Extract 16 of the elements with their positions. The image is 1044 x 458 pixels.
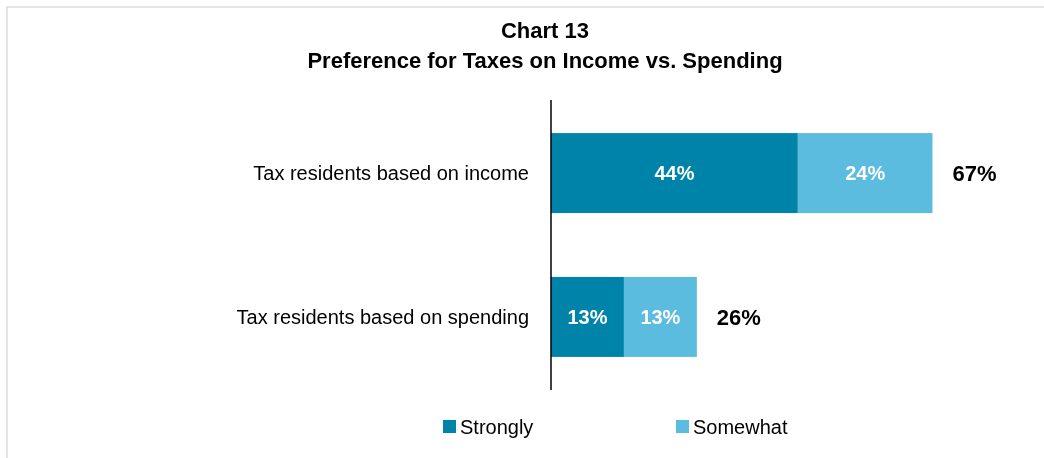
legend-label: Strongly [460,416,534,438]
bar [551,276,624,357]
bar [797,133,933,214]
chart-subtitle: Preference for Taxes on Income vs. Spending [307,48,783,73]
total-label: 67% [952,161,997,187]
y-tick-label: Tax residents based on income [253,162,529,185]
bar [551,133,798,214]
y-tick-label: Tax residents based on spending [236,305,529,328]
data-label: 24% [845,162,886,185]
bar [623,276,697,357]
data-label: 13% [640,305,681,328]
data-label: 44% [654,162,695,185]
legend-label: Somewhat [693,416,788,438]
chart-title: Chart 13 [500,18,590,43]
total-label: 26% [716,304,761,330]
data-label: 13% [567,305,608,328]
